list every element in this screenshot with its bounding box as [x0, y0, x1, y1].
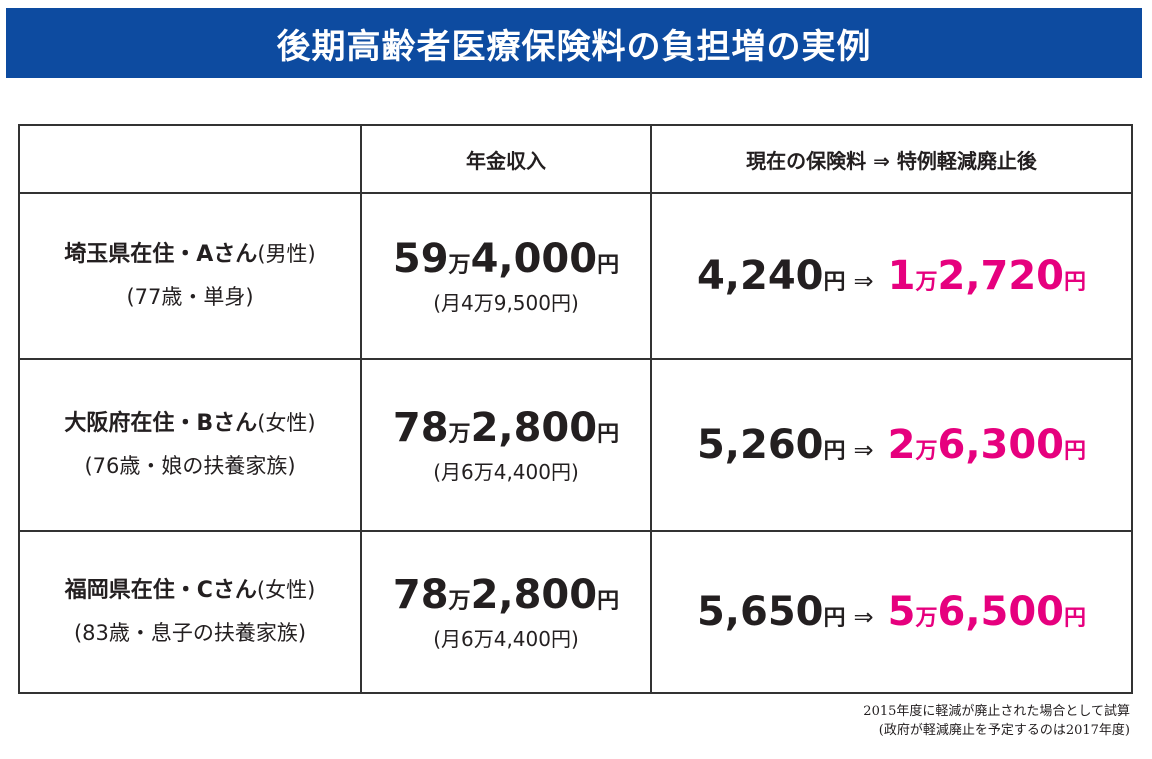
table-row: 埼玉県在住・Aさん(男性) (77歳・単身) 59万4,000円 (月4万9,5… — [18, 192, 1133, 360]
person-detail: (76歳・娘の扶養家族) — [84, 454, 296, 479]
income-rest: 2,800 — [470, 571, 598, 618]
current-premium: 4,240 — [696, 253, 824, 299]
table-row: 大阪府在住・Bさん(女性) (76歳・娘の扶養家族) 78万2,800円 (月6… — [18, 358, 1133, 532]
income-monthly: (月6万4,400円) — [433, 626, 579, 651]
premium-cell: 5,260円 ⇒ 2万6,300円 — [650, 358, 1133, 532]
person-name: 埼玉県在住・Aさん — [64, 241, 258, 267]
header-row: 年金収入 現在の保険料 ⇒ 特例軽減廃止後 — [18, 124, 1133, 194]
after-premium-man: 5 — [887, 589, 916, 635]
person-cell: 大阪府在住・Bさん(女性) (76歳・娘の扶養家族) — [18, 358, 362, 532]
income-monthly: (月6万4,400円) — [433, 459, 579, 484]
after-premium-man: 1 — [887, 253, 916, 299]
unit-yen: 円 — [1064, 270, 1087, 295]
person-gender: (男性) — [257, 241, 316, 266]
income-man: 59 — [392, 235, 449, 282]
unit-man: 万 — [915, 270, 938, 295]
person-cell: 埼玉県在住・Aさん(男性) (77歳・単身) — [18, 192, 362, 360]
income-cell: 78万2,800円 (月6万4,400円) — [360, 530, 652, 694]
after-premium-rest: 6,500 — [937, 589, 1065, 635]
unit-yen: 円 — [597, 252, 620, 278]
premium-cell: 4,240円 ⇒ 1万2,720円 — [650, 192, 1133, 360]
table-row: 福岡県在住・Cさん(女性) (83歳・息子の扶養家族) 78万2,800円 (月… — [18, 530, 1133, 694]
income-cell: 59万4,000円 (月4万9,500円) — [360, 192, 652, 360]
person-name: 福岡県在住・Cさん — [64, 577, 257, 603]
header-income: 年金収入 — [360, 124, 652, 194]
footnote-line: 2015年度に軽減が廃止された場合として試算 — [863, 704, 1130, 719]
after-premium-rest: 6,300 — [937, 422, 1065, 468]
income-rest: 4,000 — [470, 235, 598, 282]
after-premium-rest: 2,720 — [937, 253, 1065, 299]
person-name: 大阪府在住・Bさん — [64, 410, 258, 436]
person-cell: 福岡県在住・Cさん(女性) (83歳・息子の扶養家族) — [18, 530, 362, 694]
unit-man: 万 — [448, 421, 471, 447]
premium-table: 年金収入 現在の保険料 ⇒ 特例軽減廃止後 埼玉県在住・Aさん(男性) (77歳… — [18, 124, 1133, 694]
unit-man: 万 — [915, 439, 938, 464]
current-premium: 5,260 — [696, 422, 824, 468]
title-banner: 後期高齢者医療保険料の負担増の実例 — [6, 8, 1142, 78]
footnote-line: (政府が軽減廃止を予定するのは2017年度) — [878, 722, 1130, 738]
unit-man: 万 — [448, 252, 471, 278]
income-man: 78 — [392, 404, 449, 451]
income-monthly: (月4万9,500円) — [433, 290, 579, 315]
income-man: 78 — [392, 571, 449, 618]
unit-yen: 円 — [597, 588, 620, 614]
arrow-icon: ⇒ — [853, 267, 874, 295]
unit-yen: 円 — [1064, 606, 1087, 631]
person-detail: (77歳・単身) — [126, 285, 254, 310]
unit-yen: 円 — [823, 270, 846, 295]
person-gender: (女性) — [256, 577, 316, 602]
income-cell: 78万2,800円 (月6万4,400円) — [360, 358, 652, 532]
premium-cell: 5,650円 ⇒ 5万6,500円 — [650, 530, 1133, 694]
footnote: 2015年度に軽減が廃止された場合として試算 (政府が軽減廃止を予定するのは20… — [863, 703, 1130, 741]
after-premium-man: 2 — [887, 422, 916, 468]
unit-yen: 円 — [597, 421, 620, 447]
page-title: 後期高齢者医療保険料の負担増の実例 — [276, 26, 872, 67]
unit-yen: 円 — [1064, 439, 1087, 464]
person-detail: (83歳・息子の扶養家族) — [73, 621, 307, 646]
header-premium: 現在の保険料 ⇒ 特例軽減廃止後 — [650, 124, 1133, 194]
arrow-icon: ⇒ — [853, 436, 874, 464]
unit-yen: 円 — [823, 439, 846, 464]
unit-yen: 円 — [823, 606, 846, 631]
income-rest: 2,800 — [470, 404, 598, 451]
unit-man: 万 — [915, 606, 938, 631]
current-premium: 5,650 — [696, 589, 824, 635]
header-person — [18, 124, 362, 194]
unit-man: 万 — [448, 588, 471, 614]
person-gender: (女性) — [257, 410, 316, 435]
arrow-icon: ⇒ — [853, 603, 874, 631]
